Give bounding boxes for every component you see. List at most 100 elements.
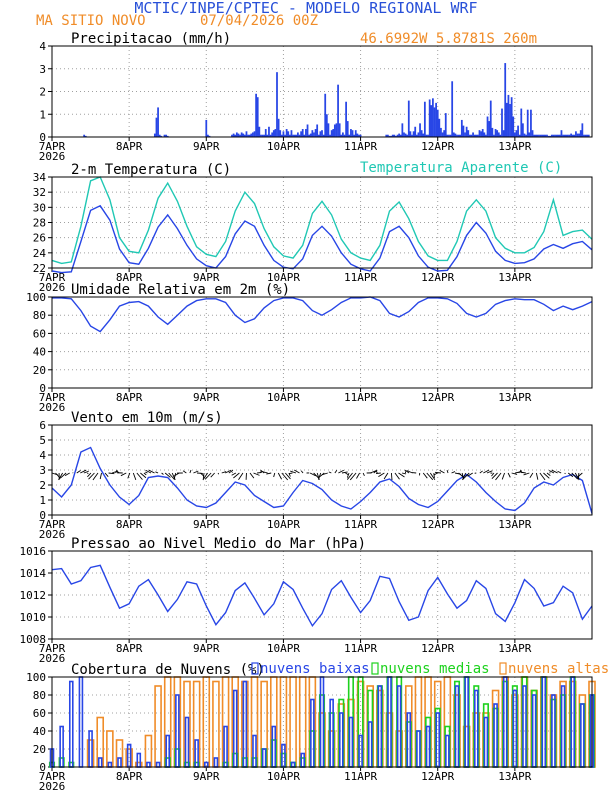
wind-barb [529, 472, 534, 479]
wind-barb [356, 472, 360, 479]
precip-bar [353, 134, 356, 137]
precip-bar [460, 119, 463, 137]
wind-barb [422, 472, 428, 479]
cloud-legend-label: nuvens baixas [260, 661, 370, 677]
precip-bar [274, 129, 277, 137]
cloud-bar-nuvens-altas [154, 685, 162, 768]
precip-bar [399, 134, 402, 137]
precip-bar [158, 134, 161, 137]
precip-bar [557, 134, 560, 137]
cloud-bar-nuvens-baixas [416, 730, 421, 768]
precip-bar [269, 134, 272, 137]
x-tick-label: 11APR [344, 140, 377, 153]
wind-barb [483, 469, 490, 474]
precip-bar [284, 134, 286, 137]
cloud-bar-nuvens-baixas [97, 757, 103, 768]
cloud-bar-nuvens-baixas [126, 743, 132, 768]
precip-bar [510, 97, 513, 137]
wind-barb [120, 472, 127, 477]
y-tick-label: 3 [39, 63, 46, 76]
wind-barb [202, 472, 205, 479]
x-tick-label: 11APR [344, 642, 377, 655]
precip-bar [243, 134, 246, 137]
y-tick-label: 100 [26, 671, 46, 684]
precip-bar [494, 129, 497, 137]
humidity-title: Umidade Relativa em 2m (%) [71, 282, 290, 298]
y-tick-label: 20 [33, 743, 46, 756]
wind-barb [228, 470, 234, 474]
x-tick-label: 10APR [267, 391, 300, 404]
precip-bar [496, 130, 499, 137]
precip-bar [446, 134, 449, 137]
cloud-bar-nuvens-baixas [146, 761, 151, 768]
precip-bar [491, 127, 494, 137]
precip-bar [247, 134, 249, 137]
wind-barb [486, 470, 493, 474]
precip-bar [268, 126, 270, 137]
cloud-bar-nuvens-baixas [483, 716, 489, 768]
wind-barb [143, 472, 147, 476]
precip-bar [330, 130, 333, 137]
precip-bar [242, 133, 245, 137]
cloud-bar-nuvens-baixas [570, 676, 576, 768]
wind-barb [253, 472, 260, 476]
wind-barb [564, 472, 566, 475]
wind-barb [127, 472, 131, 479]
x-tick-label: 13APR [498, 518, 531, 531]
x-tick-label: 13APR [498, 271, 531, 284]
plot-frame [51, 296, 593, 389]
wind-barb [148, 469, 155, 474]
precip-bar [333, 124, 336, 137]
y-tick-label: 1 [39, 494, 46, 507]
year-label: 2026 [39, 780, 66, 792]
precip-bar [245, 131, 248, 137]
wind-barb [104, 472, 109, 478]
wind-barb [426, 472, 434, 481]
wind-barb [548, 470, 555, 474]
wind-barb [394, 472, 400, 480]
precip-bar [578, 133, 581, 137]
precip-bar [502, 130, 505, 137]
precip-bar [279, 130, 282, 137]
wind-barb [277, 472, 282, 480]
precip-bar [165, 134, 167, 137]
wind-barb [577, 472, 583, 478]
precip-bar [433, 107, 436, 137]
precip-bar [530, 109, 532, 137]
precip-bar [272, 130, 275, 137]
wind-barb [439, 469, 445, 474]
cloud-legend-swatch [371, 662, 379, 675]
precip-bar [485, 134, 487, 137]
x-tick-label: 8APR [116, 140, 143, 153]
year-label: 2026 [39, 652, 66, 665]
precip-bar [507, 94, 510, 137]
wind-barb [511, 472, 518, 475]
cloud-bar-nuvens-baixas [68, 680, 74, 768]
wind-barb [161, 472, 164, 475]
precip-bar [483, 132, 486, 137]
precip-bar [401, 123, 404, 137]
precip-bar [403, 132, 405, 137]
precip-bar [311, 130, 314, 137]
y-tick-label: 3 [39, 464, 46, 477]
cloud-bar-nuvens-baixas [454, 685, 460, 768]
cloud-bar-nuvens-baixas [184, 716, 190, 768]
precip-bar [406, 134, 409, 137]
x-tick-label: 13APR [498, 140, 531, 153]
precip-bar [417, 132, 420, 137]
y-tick-label: 1008 [20, 633, 47, 646]
y-tick-label: 100 [26, 291, 46, 304]
y-tick-label: 40 [33, 346, 46, 359]
precip-bar [338, 123, 341, 137]
y-tick-label: 60 [33, 707, 46, 720]
precip-bar [271, 132, 274, 137]
wind-barb [202, 472, 208, 481]
wind-barb [83, 470, 89, 474]
temperature-panel: 22 24 26 28 30 32 34 7APR 8APR 9APR 10APR 11APR 12AP… [33, 162, 593, 294]
precip-bar [358, 134, 360, 137]
wind-barb [373, 469, 378, 474]
precip-bar [235, 132, 238, 137]
precip-bar [335, 123, 338, 137]
precip-bar [322, 134, 325, 137]
plot-frame [51, 176, 593, 269]
